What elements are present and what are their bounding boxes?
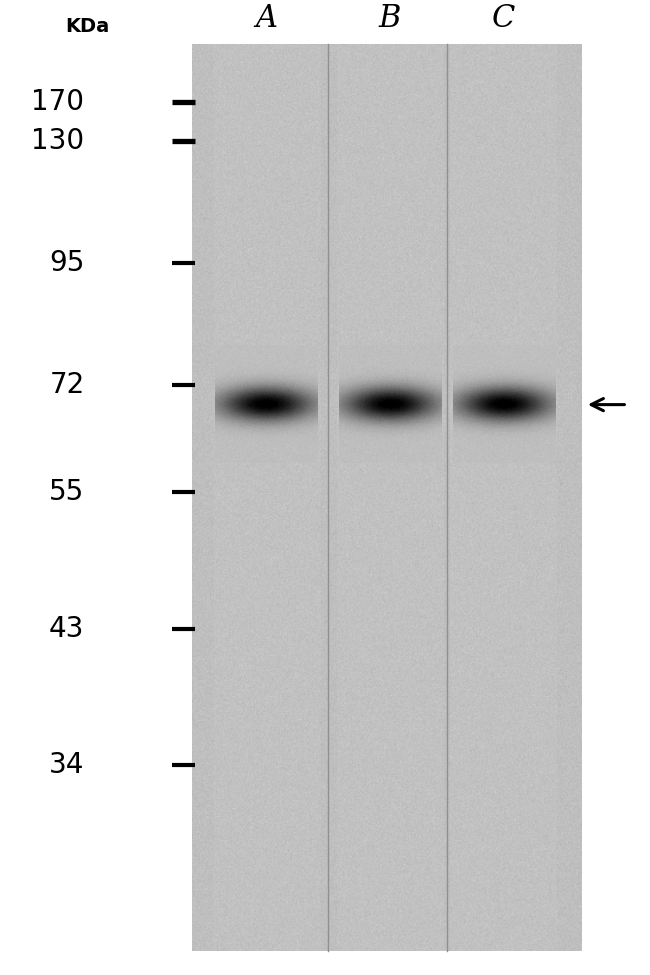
Text: 170: 170: [31, 89, 84, 116]
Text: B: B: [379, 3, 401, 34]
Text: 43: 43: [49, 615, 84, 643]
Text: 130: 130: [31, 128, 84, 155]
Text: A: A: [255, 3, 278, 34]
Text: 55: 55: [49, 479, 84, 506]
Text: KDa: KDa: [65, 18, 109, 36]
Text: 95: 95: [49, 250, 84, 277]
Text: 72: 72: [49, 371, 84, 399]
Text: 34: 34: [49, 752, 84, 779]
Text: C: C: [492, 3, 515, 34]
